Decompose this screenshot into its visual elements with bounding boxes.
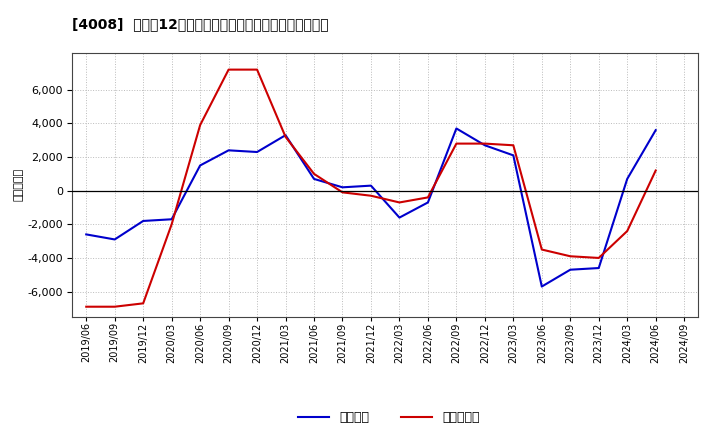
経常利益: [338, 185, 347, 190]
当期純利益: [595, 255, 603, 260]
経常利益: [595, 265, 603, 271]
経常利益: [196, 163, 204, 168]
経常利益: [110, 237, 119, 242]
経常利益: [509, 153, 518, 158]
経常利益: [566, 267, 575, 272]
経常利益: [395, 215, 404, 220]
当期純利益: [395, 200, 404, 205]
当期純利益: [139, 301, 148, 306]
当期純利益: [282, 134, 290, 139]
当期純利益: [110, 304, 119, 309]
当期純利益: [253, 67, 261, 72]
当期純利益: [652, 168, 660, 173]
経常利益: [652, 128, 660, 133]
経常利益: [423, 200, 432, 205]
当期純利益: [338, 190, 347, 195]
経常利益: [282, 132, 290, 138]
Legend: 経常利益, 当期純利益: 経常利益, 当期純利益: [293, 407, 485, 429]
当期純利益: [423, 195, 432, 200]
Line: 経常利益: 経常利益: [86, 128, 656, 286]
当期純利益: [480, 141, 489, 146]
当期純利益: [537, 247, 546, 252]
経常利益: [623, 176, 631, 182]
当期純利益: [196, 122, 204, 128]
Line: 当期純利益: 当期純利益: [86, 70, 656, 307]
当期純利益: [566, 253, 575, 259]
経常利益: [225, 148, 233, 153]
経常利益: [139, 218, 148, 224]
当期純利益: [310, 171, 318, 176]
当期純利益: [82, 304, 91, 309]
経常利益: [167, 216, 176, 222]
経常利益: [537, 284, 546, 289]
当期純利益: [452, 141, 461, 146]
経常利益: [452, 126, 461, 131]
当期純利益: [167, 222, 176, 227]
Text: [4008]  利益だ12か月移動合計の対前年同期増減額の推移: [4008] 利益だ12か月移動合計の対前年同期増減額の推移: [72, 17, 328, 31]
当期純利益: [366, 193, 375, 198]
経常利益: [480, 143, 489, 148]
Y-axis label: （百万円）: （百万円）: [13, 168, 23, 202]
当期純利益: [509, 143, 518, 148]
経常利益: [366, 183, 375, 188]
当期純利益: [225, 67, 233, 72]
経常利益: [253, 149, 261, 154]
経常利益: [310, 176, 318, 182]
経常利益: [82, 232, 91, 237]
当期純利益: [623, 228, 631, 234]
